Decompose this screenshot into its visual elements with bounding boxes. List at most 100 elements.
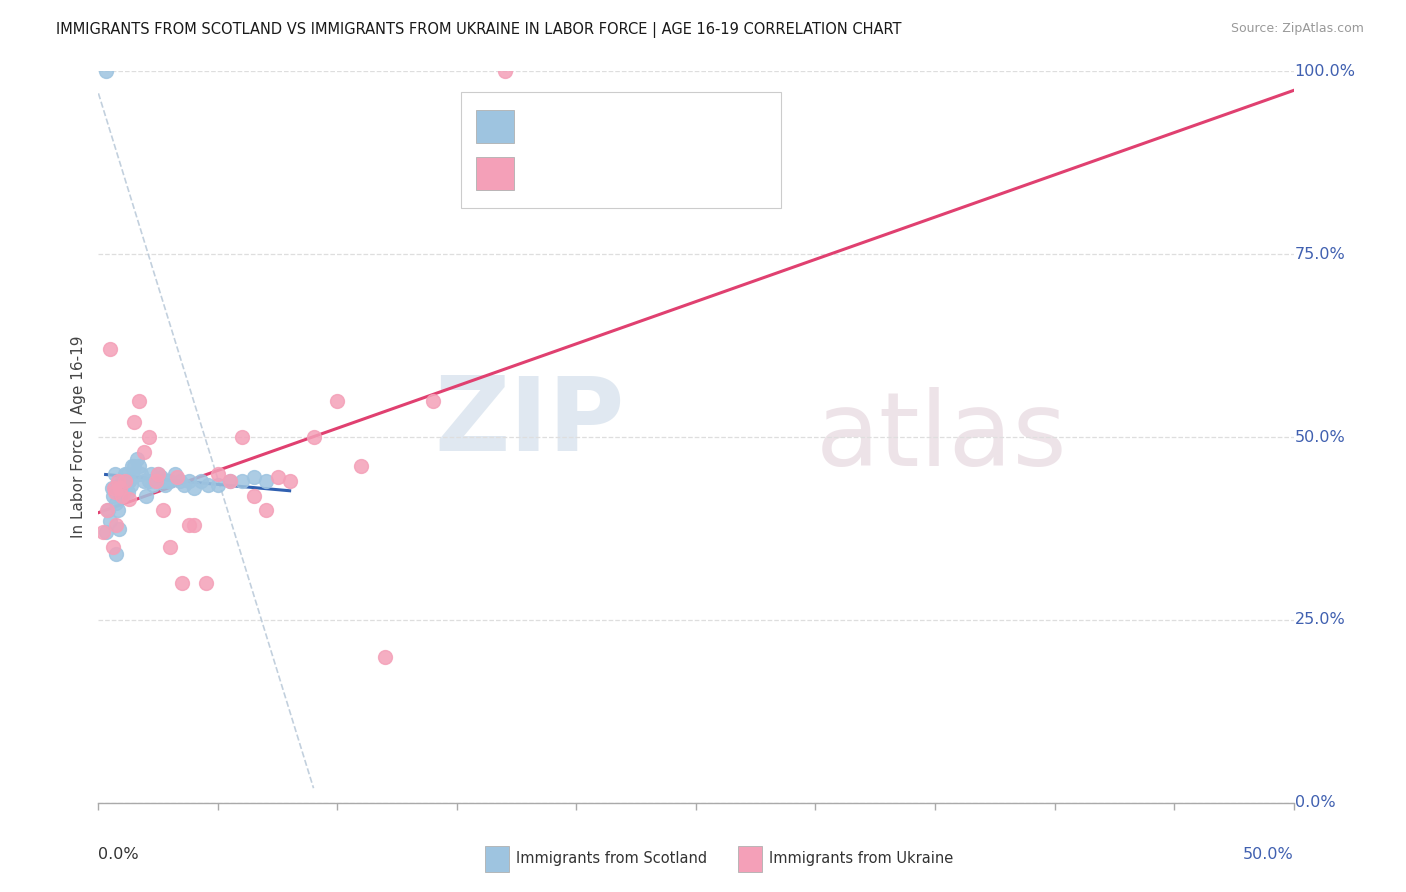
Point: [138, 430, 160, 444]
Text: 100.0%: 100.0%: [1295, 64, 1355, 78]
Point: [149, 470, 172, 484]
Point: [179, 517, 201, 532]
Point: [107, 503, 129, 517]
Point: [98, 514, 122, 528]
Text: 75.0%: 75.0%: [1295, 247, 1346, 261]
Point: [139, 467, 162, 481]
Point: [132, 474, 155, 488]
Point: [120, 477, 142, 491]
Text: Immigrants from Ukraine: Immigrants from Ukraine: [769, 852, 953, 866]
Point: [108, 481, 131, 495]
Point: [110, 489, 132, 503]
Point: [326, 393, 349, 408]
Text: IMMIGRANTS FROM SCOTLAND VS IMMIGRANTS FROM UKRAINE IN LABOR FORCE | AGE 16-19 C: IMMIGRANTS FROM SCOTLAND VS IMMIGRANTS F…: [56, 22, 901, 38]
Text: Immigrants from Scotland: Immigrants from Scotland: [516, 852, 707, 866]
Point: [125, 452, 148, 467]
Point: [132, 444, 155, 458]
Point: [278, 474, 301, 488]
Point: [159, 540, 181, 554]
Point: [118, 492, 141, 507]
Point: [115, 467, 138, 481]
Point: [302, 430, 325, 444]
Point: [350, 459, 373, 474]
Point: [97, 503, 120, 517]
Y-axis label: In Labor Force | Age 16-19: In Labor Force | Age 16-19: [72, 335, 87, 539]
Point: [118, 474, 141, 488]
Point: [422, 393, 444, 408]
Point: [183, 517, 205, 532]
Point: [145, 474, 167, 488]
Point: [194, 576, 217, 591]
Point: [107, 521, 129, 535]
Point: [179, 474, 201, 488]
Point: [152, 503, 174, 517]
Point: [231, 474, 253, 488]
Point: [155, 477, 177, 491]
Text: 0.0%: 0.0%: [1295, 796, 1336, 810]
Text: 25.0%: 25.0%: [1295, 613, 1346, 627]
Point: [159, 474, 181, 488]
Point: [98, 343, 122, 357]
Point: [104, 485, 127, 500]
Point: [111, 489, 134, 503]
Point: [94, 525, 117, 540]
Point: [114, 474, 136, 488]
Point: [254, 474, 277, 488]
Point: [169, 474, 191, 488]
Point: [138, 474, 160, 488]
Point: [112, 485, 135, 500]
Point: [114, 467, 136, 481]
Point: [148, 467, 170, 481]
Point: [152, 474, 174, 488]
Point: [254, 503, 277, 517]
Text: ZIP: ZIP: [434, 372, 624, 473]
Point: [124, 459, 146, 474]
Point: [103, 481, 125, 495]
Point: [242, 470, 264, 484]
Point: [242, 489, 264, 503]
Text: 50.0%: 50.0%: [1295, 430, 1346, 444]
Point: [207, 467, 229, 481]
Point: [190, 474, 212, 488]
Text: Source: ZipAtlas.com: Source: ZipAtlas.com: [1230, 22, 1364, 36]
Point: [142, 477, 165, 491]
Point: [166, 470, 188, 484]
Point: [107, 474, 129, 488]
Point: [156, 474, 179, 488]
Point: [117, 485, 139, 500]
Point: [91, 525, 114, 540]
Point: [94, 64, 117, 78]
Point: [111, 474, 134, 488]
Point: [231, 430, 253, 444]
Text: atlas: atlas: [815, 386, 1067, 488]
Text: 0.0%: 0.0%: [98, 847, 139, 862]
Point: [128, 393, 150, 408]
Point: [131, 467, 153, 481]
Point: [173, 477, 195, 491]
Point: [121, 459, 143, 474]
Point: [101, 489, 124, 503]
Point: [96, 503, 118, 517]
Point: [122, 470, 145, 484]
Point: [105, 496, 128, 510]
Point: [135, 489, 157, 503]
Point: [108, 477, 131, 491]
Point: [101, 540, 124, 554]
Point: [219, 474, 242, 488]
Point: [105, 547, 128, 561]
Point: [148, 467, 170, 481]
Point: [100, 481, 122, 495]
Point: [374, 649, 396, 664]
Point: [105, 517, 128, 532]
Point: [207, 477, 229, 491]
Point: [115, 477, 138, 491]
Point: [183, 481, 205, 495]
Point: [494, 64, 516, 78]
Point: [163, 467, 186, 481]
Point: [197, 477, 219, 491]
Point: [172, 576, 194, 591]
Point: [267, 470, 290, 484]
Point: [128, 459, 150, 474]
Point: [103, 481, 125, 495]
Text: 50.0%: 50.0%: [1243, 847, 1294, 862]
